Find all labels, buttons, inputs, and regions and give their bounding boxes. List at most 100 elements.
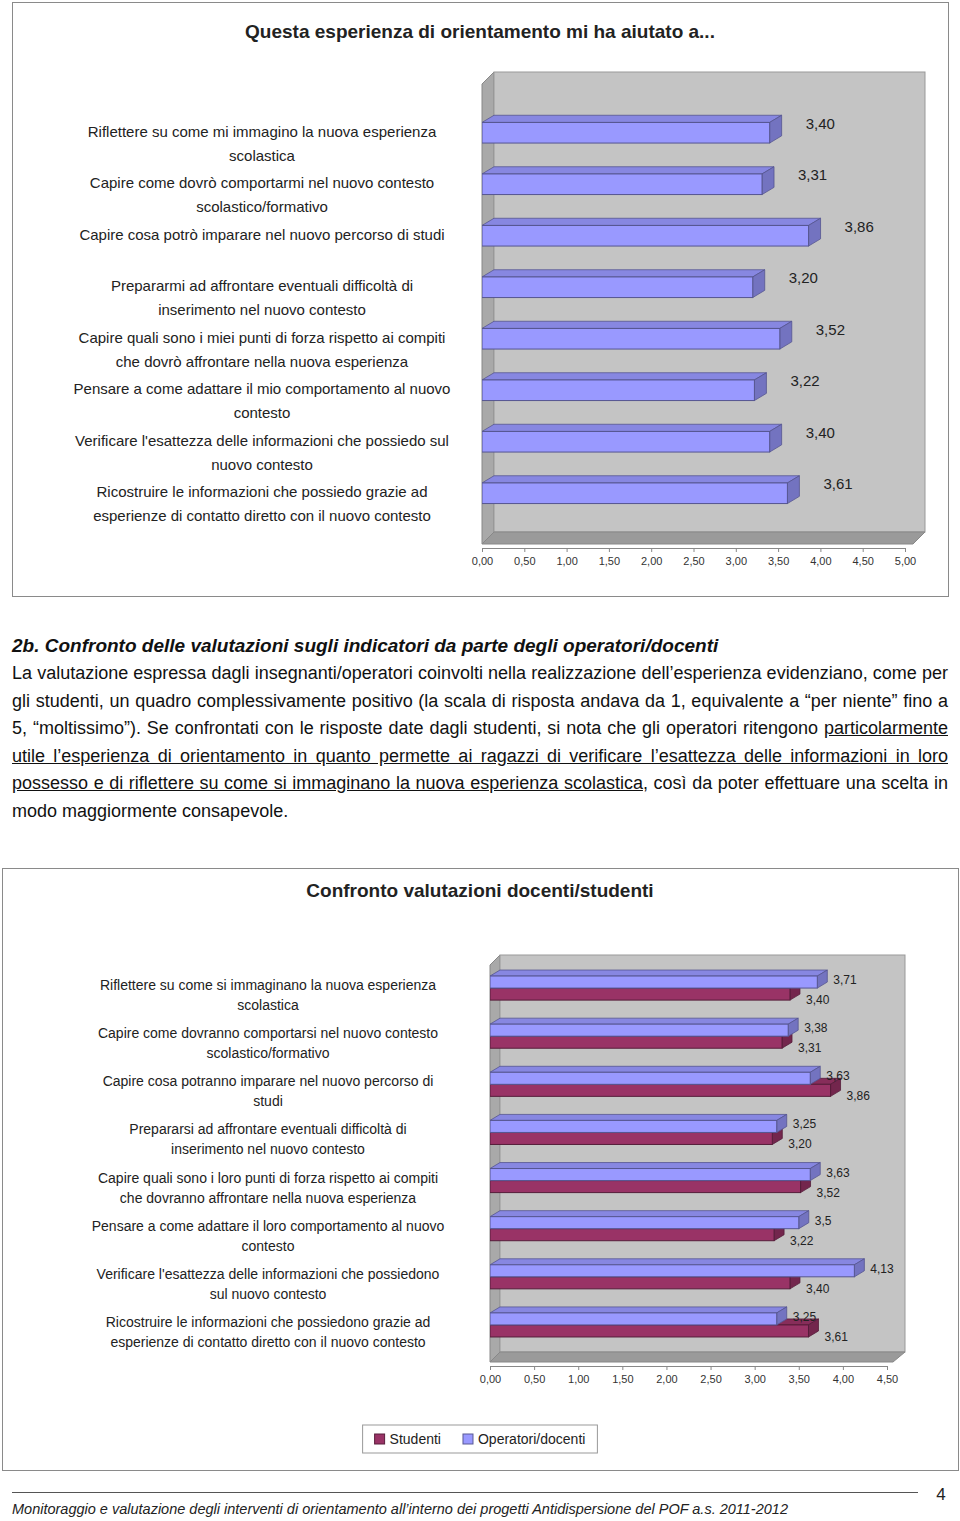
category-label: Capire quali sono i loro punti di forza …	[98, 1170, 438, 1206]
bar-top	[490, 1259, 864, 1265]
plot-side-wall	[490, 955, 500, 1362]
bar	[490, 1036, 782, 1048]
data-label: 3,22	[790, 372, 819, 389]
tick-mark	[567, 548, 568, 552]
chart: Confronto valutazioni docenti/studenti3,…	[3, 869, 959, 1471]
plot-walls	[490, 955, 905, 1362]
category-label: Prepararsi ad affrontare eventuali diffi…	[129, 1121, 406, 1157]
category-label: Ricostruire le informazioni che possiedo…	[106, 1314, 431, 1350]
tick: 1,00	[568, 1366, 589, 1385]
data-label: 3,63	[826, 1166, 850, 1180]
bar	[482, 328, 780, 349]
bar-top	[482, 476, 799, 483]
bar-group	[490, 1259, 864, 1277]
footer-text: Monitoraggio e valutazione degli interve…	[12, 1501, 788, 1517]
bar-side	[754, 373, 766, 401]
tick-label: 3,50	[789, 1373, 810, 1385]
tick: 0,00	[472, 548, 493, 567]
tick-label: 1,00	[556, 555, 577, 567]
category-label: Riflettere su come mi immagino la nuova …	[88, 123, 437, 164]
legend: Studenti Operatori/docenti	[363, 1425, 598, 1453]
tick: 3,00	[744, 1366, 765, 1385]
data-label: 3,31	[798, 1041, 822, 1055]
tick: 3,00	[726, 548, 747, 567]
tick: 2,50	[700, 1366, 721, 1385]
tick-label: 4,50	[877, 1373, 898, 1385]
tick-mark	[820, 548, 821, 552]
bar	[490, 976, 817, 988]
bar	[482, 483, 787, 504]
bar-group	[490, 1307, 787, 1325]
category-labels: Riflettere su come si immaginano la nuov…	[92, 977, 445, 1350]
tick-label: 5,00	[895, 555, 916, 567]
tick-mark	[694, 548, 695, 552]
tick-label: 1,50	[599, 555, 620, 567]
axis-line	[491, 1366, 888, 1367]
category-label: Capire cosa potranno imparare nel nuovo …	[103, 1073, 434, 1109]
tick: 3,50	[789, 1366, 810, 1385]
chart-frame	[3, 869, 959, 1471]
tick-mark	[482, 548, 483, 552]
data-label: 3,40	[806, 993, 830, 1007]
bar-side	[770, 424, 782, 452]
legend-label: Operatori/docenti	[478, 1431, 585, 1447]
bar-side	[762, 167, 774, 195]
tick: 2,50	[683, 548, 704, 567]
tick-mark	[609, 548, 610, 552]
tick-label: 3,00	[726, 555, 747, 567]
tick-label: 1,00	[568, 1373, 589, 1385]
bar-side	[777, 1307, 787, 1325]
bar	[490, 1313, 777, 1325]
tick: 5,00	[895, 548, 916, 567]
data-label: 3,40	[806, 1282, 830, 1296]
tick: 0,50	[524, 1366, 545, 1385]
data-label: 3,20	[788, 1137, 812, 1151]
bar	[490, 1265, 854, 1277]
chart: Questa esperienza di orientamento mi ha …	[13, 3, 949, 597]
paragraph: La valutazione espressa dagli insegnanti…	[12, 660, 948, 825]
bar	[490, 1120, 777, 1132]
bar-top	[490, 1018, 798, 1024]
bar-group	[490, 1066, 820, 1084]
bar-top	[490, 1066, 820, 1072]
tick: 3,50	[768, 548, 789, 567]
bar-top	[482, 321, 792, 328]
bar-top	[482, 115, 782, 122]
tick-mark	[666, 1366, 667, 1370]
bar	[490, 1084, 831, 1096]
tick-label: 1,50	[612, 1373, 633, 1385]
bar-group	[482, 373, 766, 401]
legend-swatch	[463, 1434, 473, 1444]
tick-mark	[905, 548, 906, 552]
bar-top	[482, 270, 765, 277]
tick-label: 0,00	[472, 555, 493, 567]
bar-group	[482, 115, 782, 143]
chart-title: Questa esperienza di orientamento mi ha …	[245, 21, 715, 42]
category-label: Prepararmi ad affrontare eventuali diffi…	[111, 277, 413, 318]
category-label: Capire quali sono i miei punti di forza …	[79, 329, 446, 370]
chart-frame	[13, 3, 949, 597]
tick-mark	[843, 1366, 844, 1370]
bar	[490, 1181, 801, 1193]
legend-label: Studenti	[390, 1431, 441, 1447]
tick: 2,00	[656, 1366, 677, 1385]
page-number: 4	[936, 1485, 945, 1504]
bar	[490, 1217, 799, 1229]
tick-mark	[524, 548, 525, 552]
data-label: 3,25	[793, 1117, 817, 1131]
tick-label: 4,00	[833, 1373, 854, 1385]
tick: 1,50	[612, 1366, 633, 1385]
bar	[490, 1325, 808, 1337]
plot-floor	[482, 532, 925, 544]
data-label: 3,40	[806, 115, 835, 132]
bar-top	[490, 970, 827, 976]
bar-side	[788, 1018, 798, 1036]
tick-mark	[622, 1366, 623, 1370]
plot-back-wall	[500, 955, 905, 1352]
bars	[482, 115, 821, 503]
page: {"chart_data": [ {"type": "bar", "orient…	[0, 0, 960, 1521]
data-label: 3,71	[833, 973, 857, 987]
tick-label: 2,50	[700, 1373, 721, 1385]
x-axis: 0,000,501,001,502,002,503,003,504,004,50	[480, 1366, 898, 1385]
data-labels: 3,403,313,863,203,523,223,403,61	[789, 115, 874, 493]
